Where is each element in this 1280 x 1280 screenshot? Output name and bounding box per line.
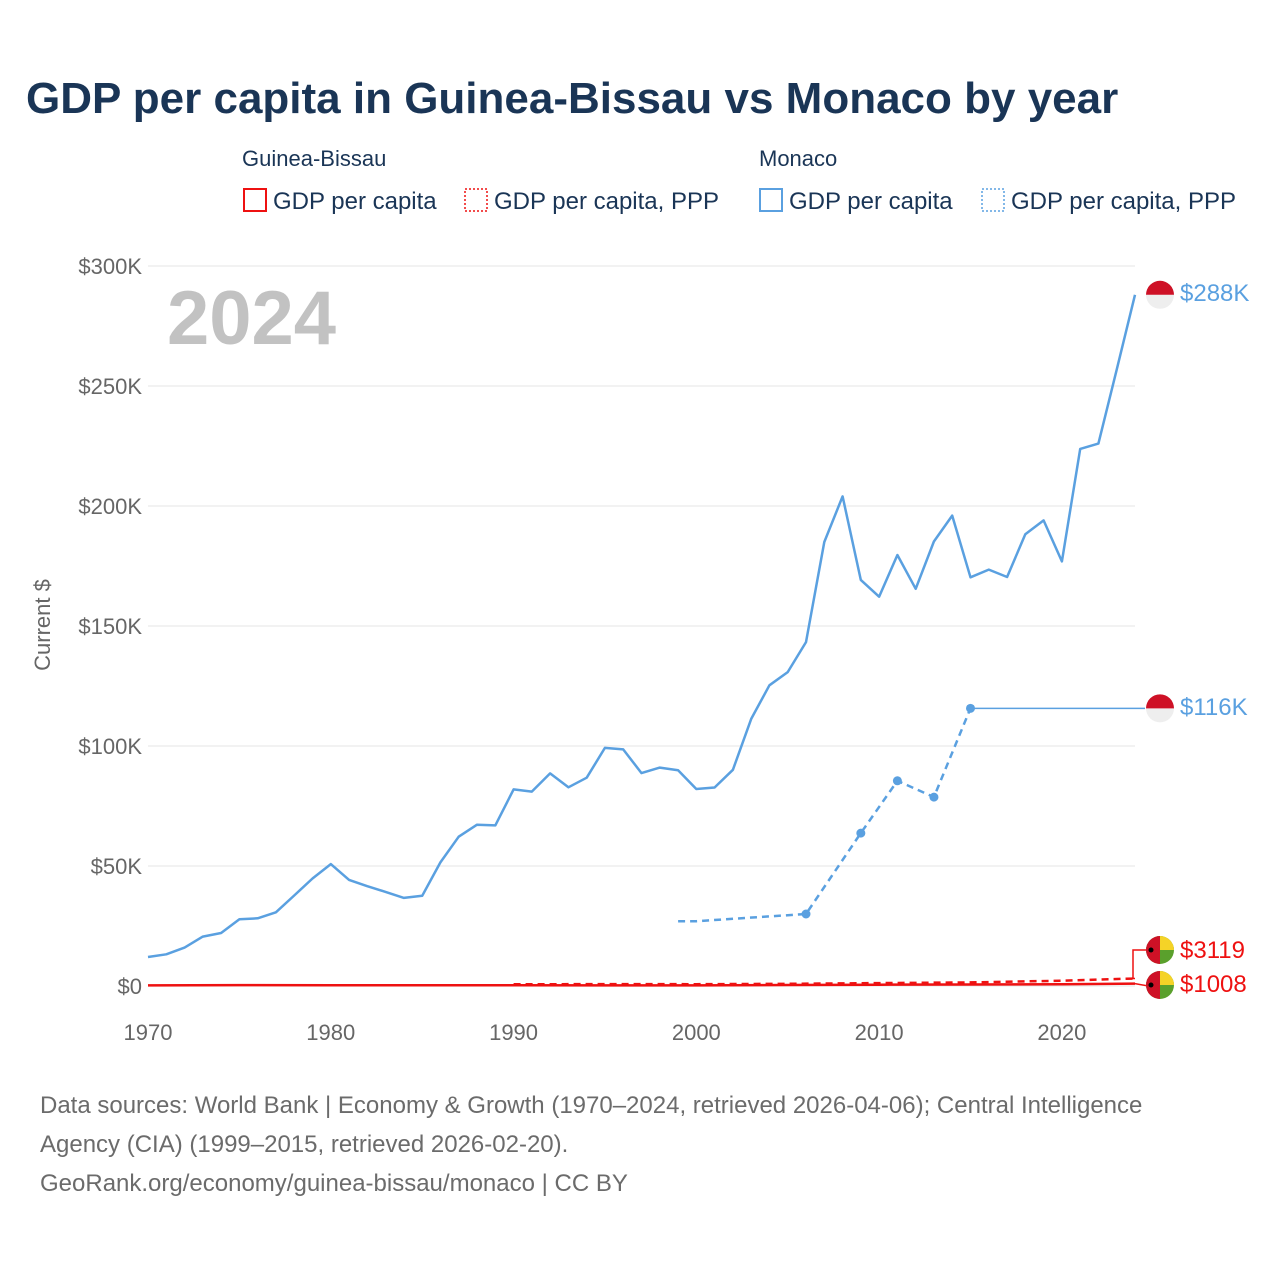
- x-tick-label-2: 1990: [489, 1020, 538, 1045]
- chart-title: GDP per capita in Guinea-Bissau vs Monac…: [26, 74, 1118, 123]
- legend-swatch-mc-ppp[interactable]: [981, 188, 1005, 212]
- series-line-guinea-bissau-gdp-per-capita-ppp: [513, 977, 1136, 986]
- x-tick-label-5: 2020: [1037, 1020, 1086, 1045]
- y-tick-label-5: $250K: [78, 374, 142, 399]
- end-label-monaco-ppp: $116K: [1180, 694, 1248, 721]
- x-tick-label-4: 2010: [855, 1020, 904, 1045]
- y-tick-label-1: $50K: [91, 854, 143, 879]
- flag-monaco-gdp-marker-red: [1146, 280, 1174, 295]
- source-link[interactable]: GeoRank.org/economy/guinea-bissau/monaco…: [40, 1170, 628, 1197]
- series-line-monaco-gdp-per-capita-ppp: [678, 707, 972, 923]
- series-point-monaco-ppp-1: [856, 828, 866, 838]
- flag-monaco-ppp-marker-red: [1146, 694, 1174, 709]
- connector-gb-gdp: [1134, 982, 1147, 987]
- series-line-guinea-bissau-gdp-per-capita: [147, 982, 1136, 987]
- end-markers: [1132, 280, 1174, 999]
- year-watermark: 2024: [167, 276, 336, 361]
- flag-monaco-ppp-marker: [1146, 694, 1174, 723]
- x-tick-label-1: 1980: [306, 1020, 355, 1045]
- end-label-gb-gdp: $1008: [1180, 971, 1247, 998]
- y-tick-label-0: $0: [118, 974, 142, 999]
- flag-gb-gdp-marker-star: [1148, 982, 1154, 988]
- flag-gb-ppp-marker-yellow: [1160, 936, 1174, 950]
- series-line-monaco-gdp-per-capita: [147, 294, 1137, 959]
- x-axis-ticks: 1970 1980 1990 2000 2010 2020: [124, 1020, 1087, 1045]
- legend-swatch-gb-gdp[interactable]: [243, 188, 267, 212]
- legend: Guinea-Bissau GDP per capita GDP per cap…: [242, 146, 1236, 215]
- gridlines: [148, 265, 1135, 987]
- legend-label-gb-ppp[interactable]: GDP per capita, PPP: [494, 188, 719, 215]
- x-tick-label-0: 1970: [124, 1020, 173, 1045]
- y-tick-label-6: $300K: [78, 254, 142, 279]
- end-label-monaco-gdp: $288K: [1180, 280, 1249, 307]
- end-label-gb-ppp: $3119: [1180, 937, 1245, 964]
- series-point-monaco-ppp-2: [892, 776, 902, 786]
- source-line-2: Agency (CIA) (1999–2015, retrieved 2026-…: [40, 1131, 568, 1158]
- series-point-monaco-ppp-0: [801, 909, 811, 919]
- y-axis-ticks: $0 $50K $100K $150K $200K $250K $300K: [78, 254, 142, 999]
- legend-label-gb-gdp[interactable]: GDP per capita: [273, 188, 437, 215]
- y-axis-label: Current $: [30, 579, 55, 671]
- legend-swatch-mc-gdp[interactable]: [759, 188, 783, 212]
- y-tick-label-3: $150K: [78, 614, 142, 639]
- flag-gb-ppp-marker-star: [1148, 947, 1154, 953]
- connector-gb-ppp: [1132, 949, 1146, 980]
- y-tick-label-2: $100K: [78, 734, 142, 759]
- source-line-1: Data sources: World Bank | Economy & Gro…: [40, 1092, 1142, 1119]
- series-point-monaco-ppp-3: [929, 792, 939, 802]
- x-tick-label-3: 2000: [672, 1020, 721, 1045]
- legend-swatch-gb-ppp[interactable]: [464, 188, 488, 212]
- flag-gb-gdp-marker: [1146, 971, 1174, 999]
- flag-monaco-gdp-marker: [1146, 280, 1174, 309]
- legend-label-mc-ppp[interactable]: GDP per capita, PPP: [1011, 188, 1236, 215]
- legend-group-guinea-bissau: Guinea-Bissau: [242, 146, 386, 171]
- y-tick-label-4: $200K: [78, 494, 142, 519]
- series-layer: [147, 294, 1145, 987]
- flag-gb-gdp-marker-yellow: [1160, 971, 1174, 985]
- legend-group-monaco: Monaco: [759, 146, 837, 171]
- legend-label-mc-gdp[interactable]: GDP per capita: [789, 188, 953, 215]
- flag-gb-ppp-marker: [1146, 936, 1174, 964]
